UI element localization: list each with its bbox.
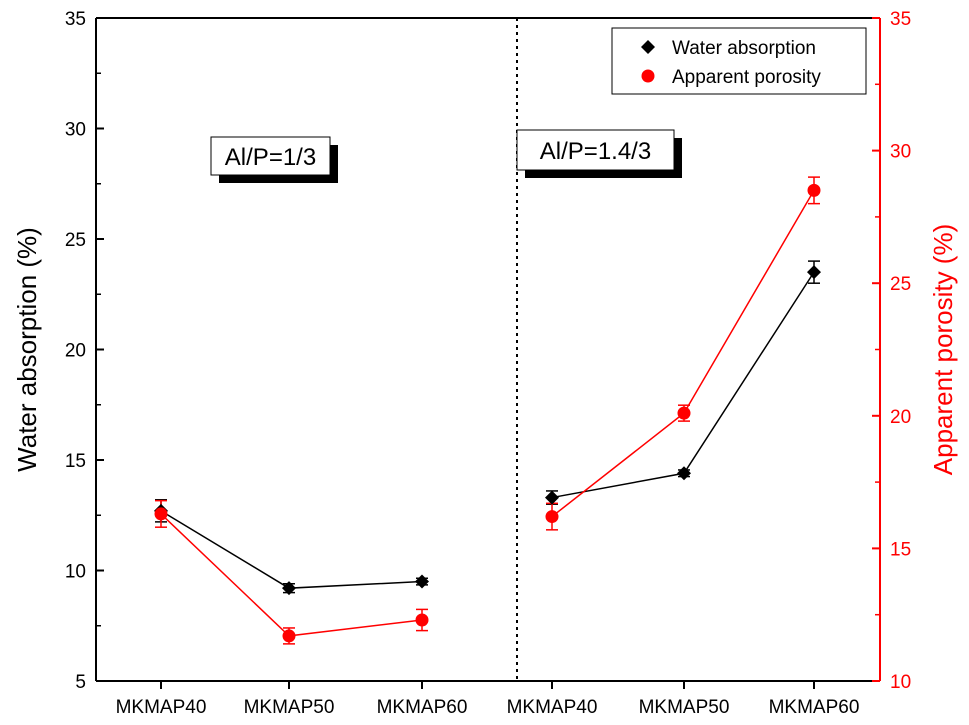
group-label: Al/P=1.4/3	[540, 138, 651, 165]
right-tick-label: 10	[890, 672, 911, 693]
legend-box	[611, 27, 867, 95]
right-tick-label: 20	[890, 407, 911, 428]
right-tick-label: 30	[890, 142, 911, 163]
x-tick-label: MKMAP40	[116, 697, 207, 718]
legend-label: Water absorption	[672, 38, 816, 59]
series-lines	[160, 190, 815, 637]
data-point-apparent-porosity	[282, 629, 296, 643]
data-point-apparent-porosity	[154, 507, 168, 521]
data-point-water-absorption	[282, 581, 296, 596]
left-tick-label: 5	[75, 672, 86, 693]
x-tick-label: MKMAP60	[769, 697, 860, 718]
group-label-box	[210, 136, 331, 176]
right-tick-label: 15	[890, 539, 911, 560]
group-label: Al/P=1/3	[225, 144, 316, 171]
left-tick-label: 35	[65, 9, 86, 30]
data-point-water-absorption	[545, 490, 559, 505]
series-line-water-absorption	[551, 271, 815, 499]
x-tick-label: MKMAP50	[639, 697, 730, 718]
x-tick-label: MKMAP60	[377, 697, 468, 718]
left-tick-label: 30	[65, 120, 86, 141]
group-label-box	[516, 129, 675, 171]
error-bars	[155, 176, 820, 645]
legend-marker-water-absorption	[641, 40, 655, 54]
left-axis-title: Water absorption (%)	[12, 227, 42, 472]
data-point-apparent-porosity	[807, 183, 821, 197]
data-point-water-absorption	[415, 574, 429, 589]
data-point-apparent-porosity	[677, 406, 691, 420]
data-point-apparent-porosity	[415, 613, 429, 627]
legend-label: Apparent porosity	[672, 67, 821, 88]
x-tick-label: MKMAP40	[507, 697, 598, 718]
left-tick-label: 25	[65, 230, 86, 251]
series-line-water-absorption	[160, 510, 423, 589]
data-point-water-absorption	[677, 466, 691, 481]
right-tick-label: 25	[890, 274, 911, 295]
left-tick-label: 20	[65, 341, 86, 362]
left-tick-label: 15	[65, 451, 86, 472]
series-line-apparent-porosity	[160, 513, 423, 637]
left-tick-label: 10	[65, 562, 86, 583]
legend-marker-apparent-porosity	[641, 69, 655, 83]
x-tick-label: MKMAP50	[244, 697, 335, 718]
data-point-apparent-porosity	[545, 510, 559, 524]
right-axis-title: Apparent porosity (%)	[928, 224, 958, 475]
right-tick-label: 35	[890, 9, 911, 30]
markers	[154, 183, 821, 643]
axes	[95, 17, 881, 689]
labels: 5 10 15 20 25 30 35 10 15 20 25 30 35 MKMAP40 MKMAP50 M…	[12, 9, 958, 718]
data-point-water-absorption	[807, 265, 821, 280]
